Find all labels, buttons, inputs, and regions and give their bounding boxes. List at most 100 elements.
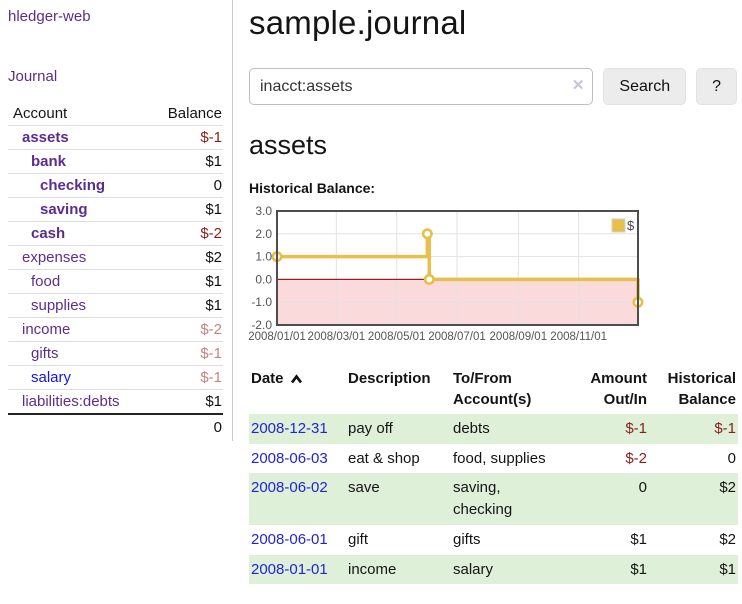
account-row: supplies $1 (8, 293, 223, 318)
transaction-tofrom: saving, checking (453, 479, 513, 518)
register-row: 2008-06-02 save saving, checking 0 $2 (249, 473, 738, 525)
transaction-balance: $1 (719, 560, 736, 578)
transaction-amount: 0 (638, 479, 647, 497)
transaction-balance: $-1 (714, 419, 736, 437)
account-balance: $2 (151, 245, 223, 270)
accounts-header-balance: Balance (151, 102, 223, 126)
register-table: Date Description To/From Account(s) Amou… (249, 367, 738, 585)
svg-text:-1.0: -1.0 (251, 295, 272, 309)
transaction-date-link[interactable]: 2008-06-02 (251, 479, 328, 497)
search-input[interactable] (249, 68, 594, 106)
svg-text:2008/03/01: 2008/03/01 (308, 331, 366, 343)
account-link-food[interactable]: food (31, 273, 61, 290)
account-link-salary[interactable]: salary (31, 369, 72, 386)
account-balance: $1 (151, 293, 223, 318)
svg-text:1.0: 1.0 (255, 250, 272, 264)
main-content: sample.journal ✕ Search ? assets Histori… (233, 0, 742, 604)
account-row: salary $-1 (8, 365, 223, 390)
svg-text:$: $ (627, 218, 635, 233)
account-link-cash[interactable]: cash (31, 225, 66, 242)
account-link-checking[interactable]: checking (40, 177, 106, 194)
account-link-liabilities-debts[interactable]: liabilities:debts (22, 393, 120, 410)
account-row: income $-2 (8, 317, 223, 342)
account-balance: 0 (151, 173, 223, 198)
help-button[interactable]: ? (696, 68, 737, 106)
account-link-expenses[interactable]: expenses (22, 249, 87, 266)
svg-text:2008/09/01: 2008/09/01 (490, 331, 548, 343)
accounts-total-spacer (8, 413, 152, 439)
account-row: bank $1 (8, 149, 223, 174)
register-header-date[interactable]: Date (249, 367, 346, 414)
account-row: cash $-2 (8, 221, 223, 246)
svg-text:0.0: 0.0 (255, 273, 272, 287)
account-balance: $1 (151, 269, 223, 294)
account-balance: $1 (151, 389, 223, 415)
transaction-tofrom: salary (453, 560, 494, 578)
account-balance: $-1 (151, 365, 223, 390)
transaction-date-link[interactable]: 2008-12-31 (251, 419, 328, 437)
transaction-amount: $1 (630, 530, 647, 548)
search-button[interactable]: Search (603, 68, 687, 106)
account-row: saving $1 (8, 197, 223, 222)
search-form: ✕ Search ? (249, 68, 737, 106)
transaction-amount: $-2 (625, 449, 647, 467)
transaction-tofrom: food, supplies (453, 449, 546, 467)
register-header-row: Date Description To/From Account(s) Amou… (249, 367, 738, 414)
accounts-total-value: 0 (151, 413, 223, 439)
account-link-gifts[interactable]: gifts (31, 345, 59, 362)
register-header-tofrom: To/From Account(s) (453, 370, 532, 408)
transaction-date-link[interactable]: 2008-06-03 (251, 449, 328, 467)
historical-balance-chart: $3.0 2.0 1.0 0.0 -1.0 -2.0 2008/01/01 2008/03/0… (248, 203, 737, 353)
app-title-link[interactable]: hledger-web (8, 8, 91, 25)
transaction-description: save (348, 479, 380, 497)
account-balance: $-1 (151, 125, 223, 150)
transaction-tofrom: gifts (453, 530, 481, 548)
transaction-description: gift (348, 530, 369, 548)
svg-text:-2.0: -2.0 (251, 318, 272, 332)
accounts-header-account: Account (8, 102, 152, 126)
account-link-bank[interactable]: bank (31, 153, 67, 170)
account-heading: assets (249, 130, 328, 161)
account-link-saving[interactable]: saving (40, 201, 88, 218)
transaction-balance: 0 (727, 449, 736, 467)
account-row: food $1 (8, 269, 223, 294)
transaction-date-link[interactable]: 2008-01-01 (251, 560, 328, 578)
register-row: 2008-12-31 pay off debts $-1 $-1 (249, 413, 738, 444)
account-row: gifts $-1 (8, 341, 223, 366)
accounts-total-row: 0 (8, 413, 223, 439)
account-balance: $-1 (151, 341, 223, 366)
register-header-balance: Historical Balance (667, 370, 736, 408)
transaction-amount: $-1 (625, 419, 647, 437)
account-balance: $1 (151, 149, 223, 174)
sidebar-journal-link[interactable]: Journal (8, 68, 58, 85)
account-link-assets[interactable]: assets (22, 129, 69, 146)
transaction-description: income (348, 560, 397, 578)
account-row: assets $-1 (8, 125, 223, 150)
transaction-description: eat & shop (348, 449, 420, 467)
accounts-table: Account Balance assets $-1 bank $1 check… (8, 102, 223, 439)
sort-ascending-icon (290, 374, 302, 384)
transaction-date-link[interactable]: 2008-06-01 (251, 530, 328, 548)
transaction-tofrom: debts (453, 419, 490, 437)
account-balance: $-2 (151, 221, 223, 246)
search-box: ✕ (249, 68, 594, 106)
clear-search-icon[interactable]: ✕ (571, 77, 585, 95)
account-balance: $-2 (151, 317, 223, 342)
register-header-amount: Amount Out/In (590, 370, 647, 408)
account-balance: $1 (151, 197, 223, 222)
transaction-description: pay off (348, 419, 393, 437)
account-row: checking 0 (8, 173, 223, 198)
account-link-income[interactable]: income (22, 321, 71, 338)
account-row: liabilities:debts $1 (8, 389, 223, 415)
svg-text:2008/01/01: 2008/01/01 (248, 331, 306, 343)
register-row: 2008-06-03 eat & shop food, supplies $-2… (249, 444, 738, 474)
account-link-supplies[interactable]: supplies (31, 297, 87, 314)
transaction-amount: $1 (630, 560, 647, 578)
register-header-description: Description (348, 370, 431, 388)
account-row: expenses $2 (8, 245, 223, 270)
page-title: sample.journal (249, 4, 467, 41)
sidebar: hledger-web Journal Account Balance asse… (0, 0, 233, 441)
svg-text:2.0: 2.0 (255, 227, 272, 241)
register-row: 2008-01-01 income salary $1 $1 (249, 554, 738, 585)
